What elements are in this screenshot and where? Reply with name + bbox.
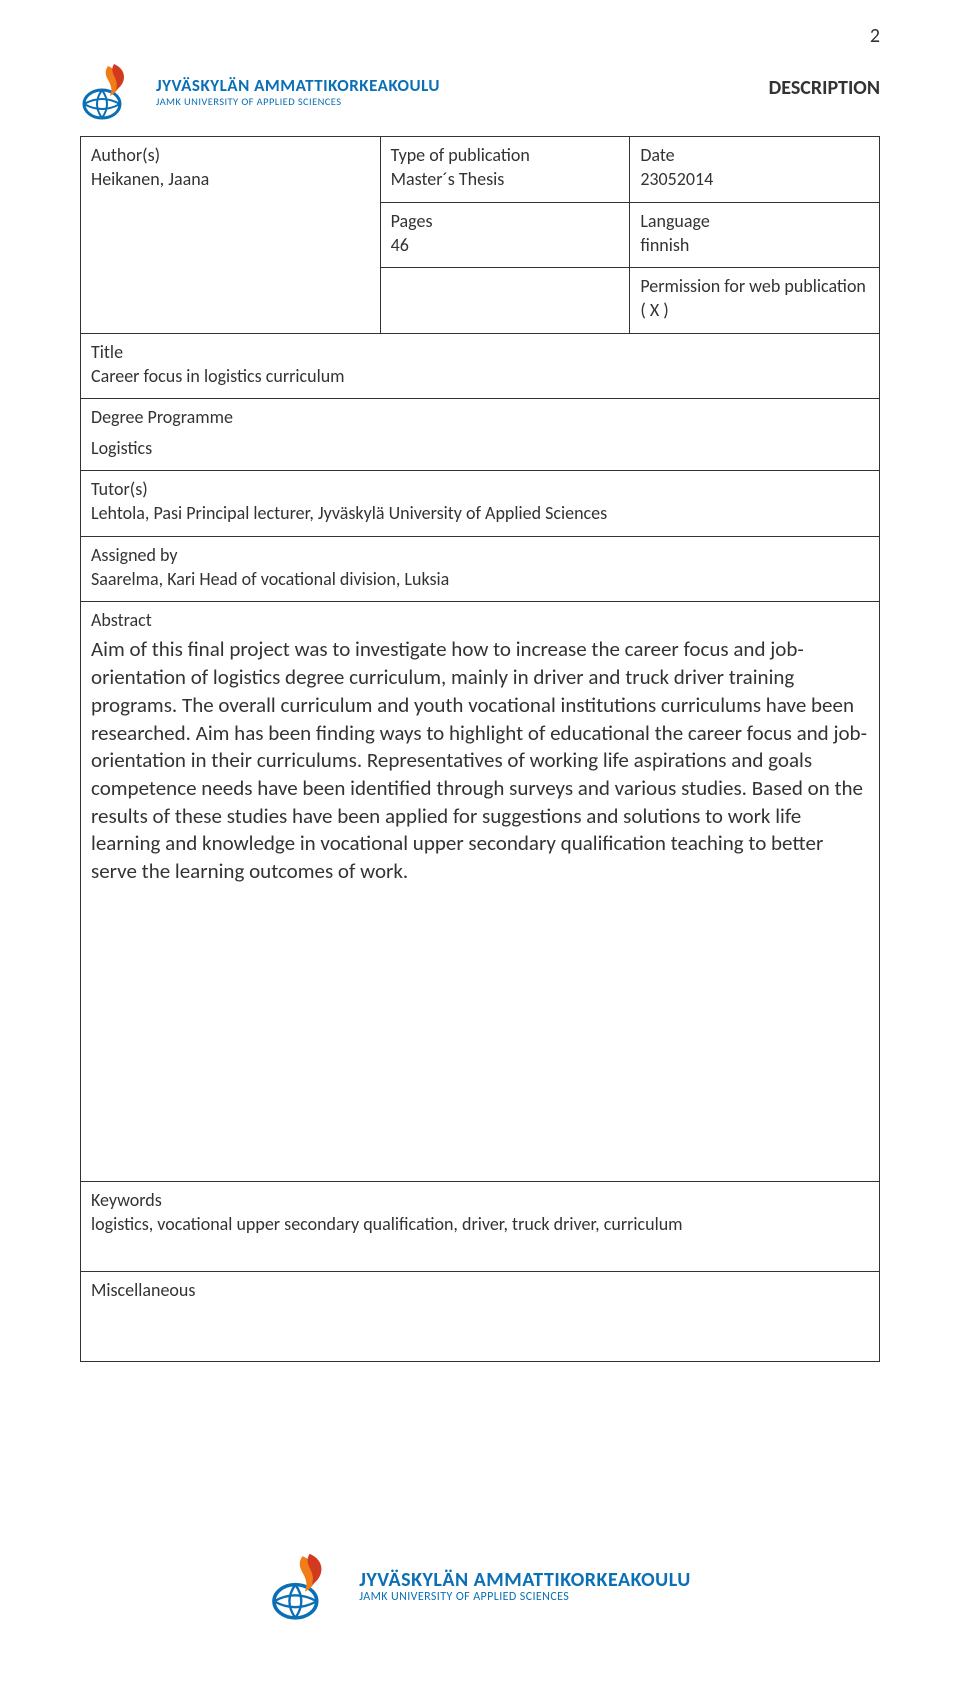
assigned-label: Assigned by [91,543,869,567]
author-value: Heikanen, Jaana [91,167,370,191]
logo-text-bottom: JYVÄSKYLÄN AMMATTIKORKEAKOULU JAMK UNIVE… [359,1569,691,1604]
misc-cell: Miscellaneous [81,1272,880,1362]
flame-globe-icon [269,1549,345,1625]
description-heading: DESCRIPTION [769,76,880,100]
flame-globe-icon [80,60,144,124]
tutor-label: Tutor(s) [91,477,869,501]
pubtype-value: Master´s Thesis [391,167,620,191]
logo-main-text-bottom: JYVÄSKYLÄN AMMATTIKORKEAKOULU [359,1569,691,1591]
date-value: 23052014 [640,167,869,191]
abstract-label: Abstract [91,608,869,632]
title-label: Title [91,340,869,364]
keywords-cell: Keywords logistics, vocational upper sec… [81,1182,880,1272]
header-row: JYVÄSKYLÄN AMMATTIKORKEAKOULU JAMK UNIVE… [80,60,880,124]
keywords-label: Keywords [91,1188,869,1212]
date-cell: Date 23052014 [630,137,880,203]
language-cell: Language finnish [630,202,880,268]
language-value: finnish [640,233,869,257]
language-label: Language [640,209,869,233]
logo-main-text: JYVÄSKYLÄN AMMATTIKORKEAKOULU [156,77,440,96]
logo-sub-text-bottom: JAMK UNIVERSITY OF APPLIED SCIENCES [359,1591,691,1604]
tutor-value: Lehtola, Pasi Principal lecturer, Jyväsk… [91,501,869,525]
logo-top: JYVÄSKYLÄN AMMATTIKORKEAKOULU JAMK UNIVE… [80,60,440,124]
assigned-value: Saarelma, Kari Head of vocational divisi… [91,567,869,591]
tutor-cell: Tutor(s) Lehtola, Pasi Principal lecture… [81,470,880,536]
logo-bottom: JYVÄSKYLÄN AMMATTIKORKEAKOULU JAMK UNIVE… [269,1549,691,1625]
title-value: Career focus in logistics curriculum [91,364,869,388]
pages-value: 46 [391,233,620,257]
author-label: Author(s) [91,143,370,167]
date-label: Date [640,143,869,167]
keywords-value: logistics, vocational upper secondary qu… [91,1212,869,1236]
degree-cell: Degree Programme Logistics [81,399,880,471]
permission-label: Permission for web publication [640,274,869,298]
permission-value: ( X ) [640,298,869,322]
blank-cell [380,268,630,334]
degree-value: Logistics [91,436,869,460]
pubtype-label: Type of publication [391,143,620,167]
logo-sub-text: JAMK UNIVERSITY OF APPLIED SCIENCES [156,96,440,108]
pages-cell: Pages 46 [380,202,630,268]
page-number: 2 [870,24,880,48]
title-cell: Title Career focus in logistics curricul… [81,333,880,399]
description-table: Author(s) Heikanen, Jaana Type of public… [80,136,880,1362]
assigned-cell: Assigned by Saarelma, Kari Head of vocat… [81,536,880,602]
pubtype-cell: Type of publication Master´s Thesis [380,137,630,203]
logo-text: JYVÄSKYLÄN AMMATTIKORKEAKOULU JAMK UNIVE… [156,77,440,107]
abstract-body: Aim of this final project was to investi… [91,636,869,885]
permission-cell: Permission for web publication ( X ) [630,268,880,334]
author-cell: Author(s) Heikanen, Jaana [81,137,381,334]
pages-label: Pages [391,209,620,233]
abstract-cell: Abstract Aim of this final project was t… [81,602,880,1182]
misc-label: Miscellaneous [91,1278,869,1302]
degree-label: Degree Programme [91,405,869,429]
